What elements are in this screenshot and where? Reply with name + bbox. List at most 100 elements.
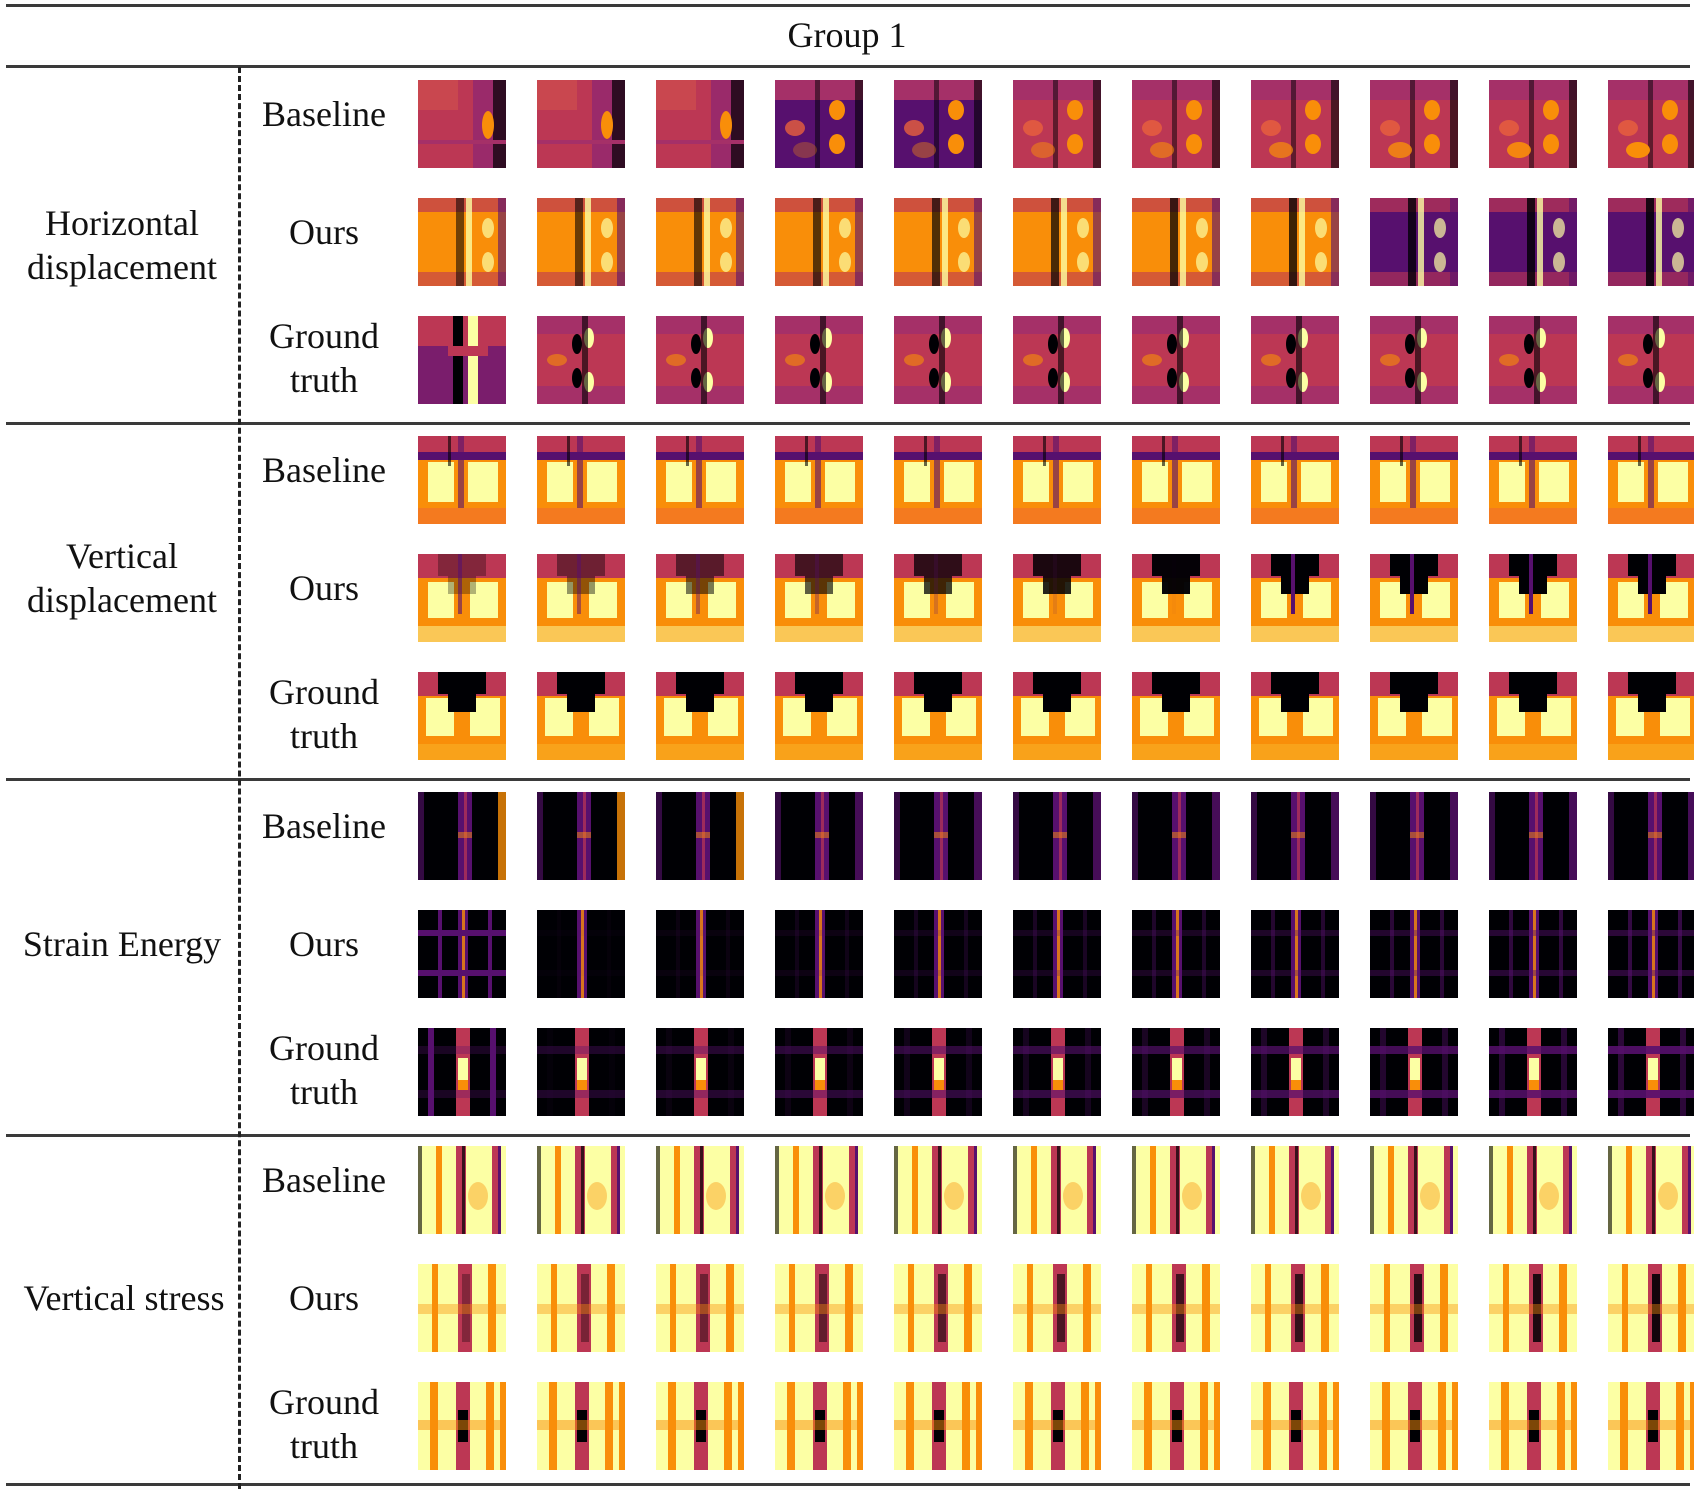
heatmap-baseline-step-9	[1370, 792, 1458, 880]
bottom-rule	[6, 1483, 1690, 1486]
heatmap-ground-truth-step-3	[656, 316, 744, 404]
heatmap-ours-step-9	[1370, 554, 1458, 642]
heatmap-ground-truth-step-1	[418, 316, 506, 404]
row-label-baseline: Baseline	[262, 1160, 386, 1200]
heatmap-ground-truth-step-7	[1132, 316, 1220, 404]
heatmap-ground-truth-step-5	[894, 1382, 982, 1470]
heatmap-baseline-step-3	[656, 436, 744, 524]
heatmap-baseline-step-5	[894, 80, 982, 168]
section-horizontal-displacement: Horizontal displacement Baseline Ours Gr…	[0, 68, 1694, 422]
heatmap-ours-step-8	[1251, 910, 1339, 998]
heatmap-baseline-step-1	[418, 792, 506, 880]
row-label-baseline: Baseline	[262, 450, 386, 490]
heatmap-ours-step-1	[418, 1264, 506, 1352]
section-divider-1	[6, 422, 1690, 425]
heatmap-baseline-step-8	[1251, 792, 1339, 880]
heatmap-ground-truth-step-5	[894, 1028, 982, 1116]
heatmap-baseline-step-5	[894, 436, 982, 524]
heatmap-baseline-step-9	[1370, 1146, 1458, 1234]
heatmap-ours-step-8	[1251, 554, 1339, 642]
heatmap-ours-step-6	[1013, 198, 1101, 286]
row-label-ground-truth: Ground truth	[269, 316, 379, 400]
heatmap-ours-step-6	[1013, 910, 1101, 998]
heatmap-baseline-step-6	[1013, 436, 1101, 524]
heatmap-ours-step-4	[775, 910, 863, 998]
heatmap-baseline-step-2	[537, 436, 625, 524]
heatmap-ground-truth-step-7	[1132, 672, 1220, 760]
heatmap-baseline-step-9	[1370, 80, 1458, 168]
heatmap-ours-step-5	[894, 198, 982, 286]
heatmap-ground-truth-step-11	[1608, 1028, 1694, 1116]
heatmap-baseline-step-6	[1013, 792, 1101, 880]
heatmap-baseline-step-8	[1251, 436, 1339, 524]
heatmap-baseline-step-4	[775, 792, 863, 880]
heatmap-ours-step-3	[656, 198, 744, 286]
heatmap-ours-step-5	[894, 910, 982, 998]
heatmap-ground-truth-step-11	[1608, 1382, 1694, 1470]
section-divider-3	[6, 1134, 1690, 1137]
heatmap-ours-step-11	[1608, 910, 1694, 998]
heatmap-ground-truth-step-4	[775, 316, 863, 404]
heatmap-ground-truth-step-9	[1370, 1028, 1458, 1116]
heatmap-ours-step-9	[1370, 198, 1458, 286]
heatmap-baseline-step-3	[656, 1146, 744, 1234]
heatmap-ours-step-8	[1251, 198, 1339, 286]
heatmap-ground-truth-step-8	[1251, 672, 1339, 760]
heatmap-ground-truth-step-10	[1489, 316, 1577, 404]
heatmap-ours-step-4	[775, 1264, 863, 1352]
heatmap-ground-truth-step-2	[537, 316, 625, 404]
figure-title: Group 1	[787, 15, 907, 55]
heatmap-ground-truth-step-6	[1013, 316, 1101, 404]
heatmap-ours-step-4	[775, 198, 863, 286]
heatmap-ground-truth-step-10	[1489, 1382, 1577, 1470]
row-label-ground-truth: Ground truth	[269, 672, 379, 756]
row-label-ours: Ours	[289, 924, 359, 964]
section-strain-energy: Strain Energy Baseline Ours Ground truth	[0, 780, 1694, 1134]
heatmap-ours-step-10	[1489, 1264, 1577, 1352]
heatmap-ours-step-10	[1489, 910, 1577, 998]
row-label-ours: Ours	[289, 568, 359, 608]
section-label: Vertical displacement	[27, 536, 217, 620]
heatmap-baseline-step-1	[418, 80, 506, 168]
heatmap-ground-truth-step-7	[1132, 1382, 1220, 1470]
section-label: Vertical stress	[23, 1278, 225, 1318]
row-label-ground-truth: Ground truth	[269, 1028, 379, 1112]
heatmap-baseline-step-3	[656, 80, 744, 168]
heatmap-ours-step-6	[1013, 554, 1101, 642]
row-label-ground-truth: Ground truth	[269, 1382, 379, 1466]
section-label: Strain Energy	[22, 924, 222, 964]
heatmap-ours-step-2	[537, 910, 625, 998]
heatmap-ground-truth-step-1	[418, 1028, 506, 1116]
heatmap-baseline-step-9	[1370, 436, 1458, 524]
heatmap-baseline-step-8	[1251, 80, 1339, 168]
heatmap-baseline-step-2	[537, 792, 625, 880]
heatmap-baseline-step-10	[1489, 436, 1577, 524]
heatmap-ours-step-5	[894, 554, 982, 642]
heatmap-ours-step-3	[656, 554, 744, 642]
heatmap-baseline-step-2	[537, 80, 625, 168]
heatmap-baseline-step-7	[1132, 792, 1220, 880]
heatmap-ours-step-2	[537, 554, 625, 642]
row-label-baseline: Baseline	[262, 94, 386, 134]
heatmap-ground-truth-step-5	[894, 316, 982, 404]
heatmap-baseline-step-11	[1608, 436, 1694, 524]
heatmap-baseline-step-4	[775, 1146, 863, 1234]
heatmap-baseline-step-10	[1489, 792, 1577, 880]
heatmap-ground-truth-step-3	[656, 1382, 744, 1470]
heatmap-ground-truth-step-1	[418, 672, 506, 760]
heatmap-baseline-step-5	[894, 1146, 982, 1234]
heatmap-ground-truth-step-5	[894, 672, 982, 760]
heatmap-baseline-step-11	[1608, 1146, 1694, 1234]
heatmap-ours-step-11	[1608, 198, 1694, 286]
heatmap-ours-step-2	[537, 1264, 625, 1352]
heatmap-ours-step-1	[418, 910, 506, 998]
heatmap-ours-step-8	[1251, 1264, 1339, 1352]
heatmap-ours-step-10	[1489, 554, 1577, 642]
heatmap-ground-truth-step-9	[1370, 316, 1458, 404]
heatmap-ours-step-4	[775, 554, 863, 642]
heatmap-ground-truth-step-7	[1132, 1028, 1220, 1116]
row-label-ours: Ours	[289, 1278, 359, 1318]
heatmap-baseline-step-7	[1132, 1146, 1220, 1234]
heatmap-ground-truth-step-9	[1370, 672, 1458, 760]
heatmap-ground-truth-step-4	[775, 1382, 863, 1470]
